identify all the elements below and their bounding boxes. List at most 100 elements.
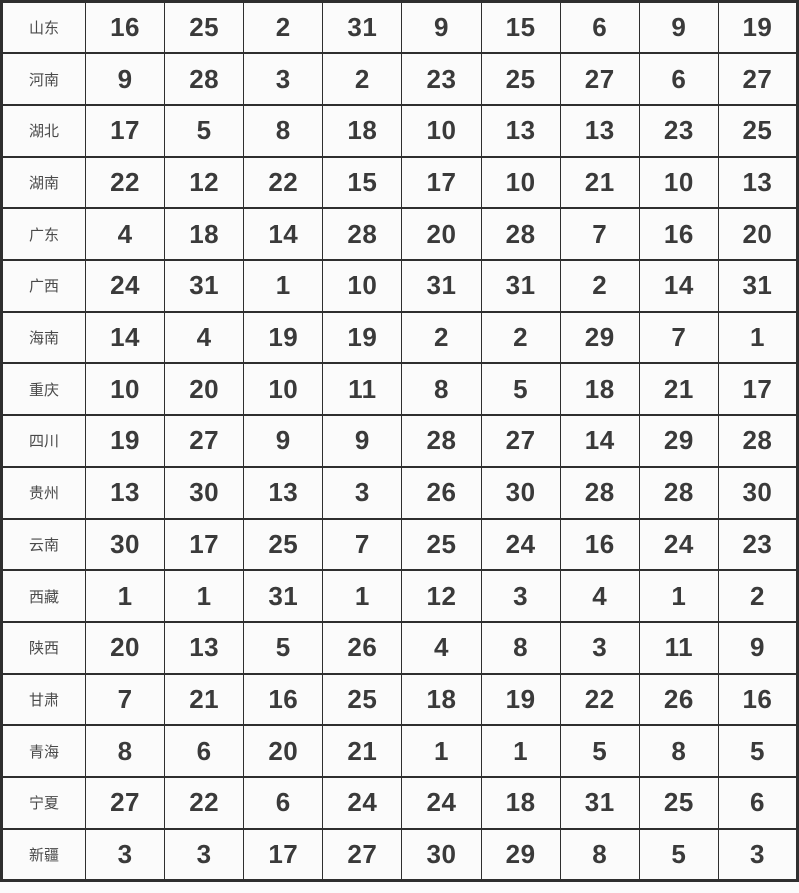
value-cell: 23 xyxy=(638,103,719,158)
value-cell: 17 xyxy=(717,362,799,417)
value-cell: 5 xyxy=(480,362,561,417)
value-cell: 3 xyxy=(717,827,799,882)
value-cell: 21 xyxy=(322,724,403,779)
table-row: 河南 9 28 3 2 23 25 27 6 27 xyxy=(1,52,799,106)
value-cell: 9 xyxy=(401,0,482,55)
value-cell: 9 xyxy=(84,52,166,106)
value-cell: 13 xyxy=(480,103,561,158)
value-cell: 24 xyxy=(322,776,403,830)
value-cell: 28 xyxy=(717,414,799,468)
value-cell: 31 xyxy=(164,259,245,313)
value-cell: 17 xyxy=(401,155,482,210)
value-cell: 5 xyxy=(638,827,719,882)
value-cell: 28 xyxy=(559,465,640,520)
value-cell: 7 xyxy=(322,517,403,572)
value-cell: 28 xyxy=(638,465,719,520)
value-cell: 25 xyxy=(243,517,324,572)
value-cell: 31 xyxy=(559,776,640,830)
table-row: 甘肃 7 21 16 25 18 19 22 26 16 xyxy=(1,672,799,727)
value-cell: 9 xyxy=(717,620,799,675)
value-cell: 24 xyxy=(480,517,561,572)
value-cell: 19 xyxy=(84,414,166,468)
value-cell: 6 xyxy=(717,776,799,830)
value-cell: 30 xyxy=(717,465,799,520)
value-cell: 27 xyxy=(164,414,245,468)
value-cell: 23 xyxy=(717,517,799,572)
value-cell: 18 xyxy=(164,207,245,262)
value-cell: 22 xyxy=(84,155,166,210)
value-cell: 17 xyxy=(243,827,324,882)
value-cell: 29 xyxy=(638,414,719,468)
value-cell: 1 xyxy=(480,724,561,779)
province-label: 湖北 xyxy=(1,103,86,158)
table-row: 青海 8 6 20 21 1 1 5 8 5 xyxy=(1,724,799,779)
value-cell: 21 xyxy=(164,672,245,727)
value-cell: 7 xyxy=(638,310,719,365)
value-cell: 10 xyxy=(638,155,719,210)
table-row: 云南 30 17 25 7 25 24 16 24 23 xyxy=(1,517,799,572)
province-label: 青海 xyxy=(1,724,86,779)
value-cell: 4 xyxy=(164,310,245,365)
value-cell: 14 xyxy=(243,207,324,262)
value-cell: 25 xyxy=(717,103,799,158)
value-cell: 27 xyxy=(322,827,403,882)
value-cell: 13 xyxy=(559,103,640,158)
value-cell: 3 xyxy=(164,827,245,882)
value-cell: 16 xyxy=(717,672,799,727)
value-cell: 11 xyxy=(322,362,403,417)
province-label: 甘肃 xyxy=(1,672,86,727)
value-cell: 21 xyxy=(638,362,719,417)
province-label: 宁夏 xyxy=(1,776,86,830)
value-cell: 27 xyxy=(480,414,561,468)
value-cell: 27 xyxy=(559,52,640,106)
value-cell: 30 xyxy=(480,465,561,520)
value-cell: 4 xyxy=(401,620,482,675)
table-row: 重庆 10 20 10 11 8 5 18 21 17 xyxy=(1,362,799,417)
value-cell: 31 xyxy=(480,259,561,313)
province-label: 新疆 xyxy=(1,827,86,882)
value-cell: 27 xyxy=(717,52,799,106)
value-cell: 26 xyxy=(322,620,403,675)
value-cell: 7 xyxy=(84,672,166,727)
value-cell: 12 xyxy=(164,155,245,210)
value-cell: 28 xyxy=(401,414,482,468)
value-cell: 2 xyxy=(243,0,324,55)
value-cell: 20 xyxy=(401,207,482,262)
value-cell: 1 xyxy=(717,310,799,365)
table-row: 陕西 20 13 5 26 4 8 3 11 9 xyxy=(1,620,799,675)
value-cell: 9 xyxy=(638,0,719,55)
value-cell: 2 xyxy=(401,310,482,365)
value-cell: 16 xyxy=(559,517,640,572)
province-label: 山东 xyxy=(1,0,86,55)
value-cell: 12 xyxy=(401,569,482,623)
table-row: 湖南 22 12 22 15 17 10 21 10 13 xyxy=(1,155,799,210)
value-cell: 25 xyxy=(638,776,719,830)
value-cell: 31 xyxy=(401,259,482,313)
value-cell: 18 xyxy=(401,672,482,727)
province-label: 湖南 xyxy=(1,155,86,210)
value-cell: 31 xyxy=(322,0,403,55)
value-cell: 25 xyxy=(401,517,482,572)
value-cell: 1 xyxy=(84,569,166,623)
value-cell: 16 xyxy=(638,207,719,262)
value-cell: 1 xyxy=(322,569,403,623)
value-cell: 27 xyxy=(84,776,166,830)
value-cell: 19 xyxy=(243,310,324,365)
value-cell: 14 xyxy=(84,310,166,365)
value-cell: 25 xyxy=(480,52,561,106)
value-cell: 26 xyxy=(638,672,719,727)
value-cell: 6 xyxy=(164,724,245,779)
province-label: 西藏 xyxy=(1,569,86,623)
value-cell: 1 xyxy=(638,569,719,623)
value-cell: 8 xyxy=(243,103,324,158)
value-cell: 18 xyxy=(559,362,640,417)
value-cell: 13 xyxy=(243,465,324,520)
value-cell: 31 xyxy=(243,569,324,623)
table-row: 湖北 17 5 8 18 10 13 13 23 25 xyxy=(1,103,799,158)
value-cell: 2 xyxy=(322,52,403,106)
value-cell: 20 xyxy=(164,362,245,417)
value-cell: 2 xyxy=(480,310,561,365)
value-cell: 9 xyxy=(322,414,403,468)
value-cell: 19 xyxy=(322,310,403,365)
